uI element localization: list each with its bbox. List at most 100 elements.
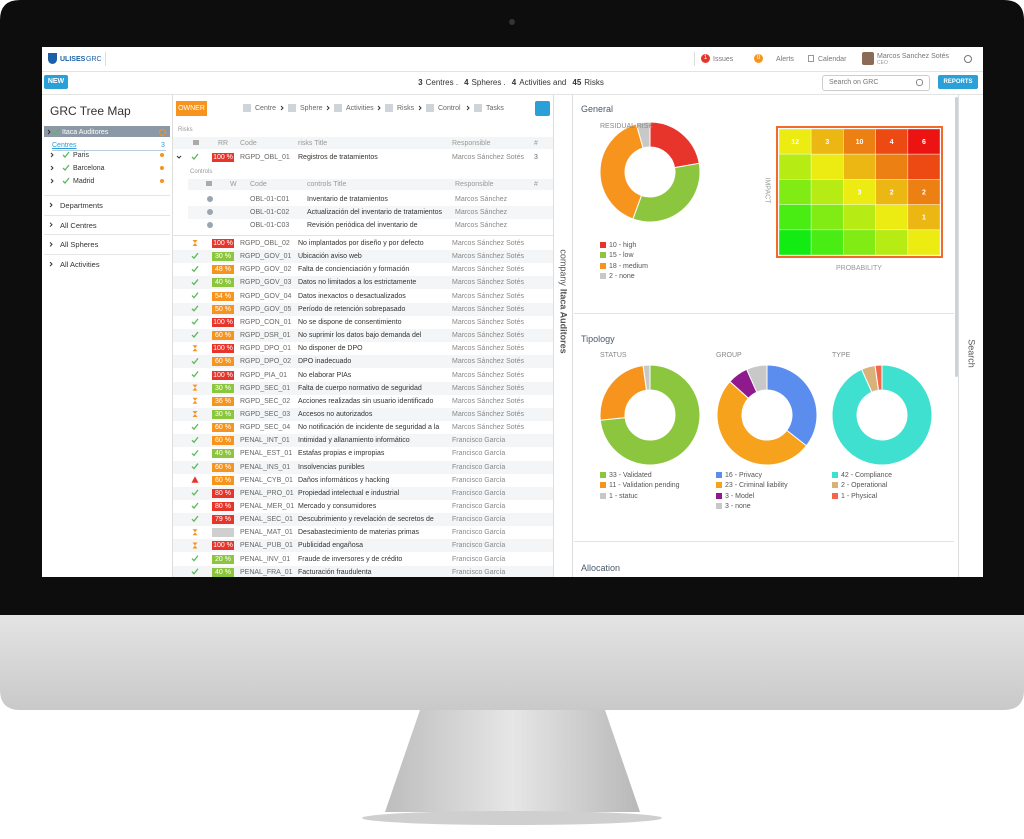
breadcrumb-step[interactable]: Activities — [346, 105, 374, 112]
legend-swatch — [600, 252, 606, 259]
risk-code: PENAL_FRA_01 — [240, 568, 293, 576]
risk-title[interactable]: Período de retención sobrepasado — [298, 305, 406, 313]
eye-button[interactable] — [535, 101, 550, 116]
heatmap-value: 3 — [825, 139, 829, 146]
risk-title[interactable]: No elaborar PIAs — [298, 371, 352, 379]
risk-title[interactable]: Publicidad engañosa — [298, 542, 363, 550]
centre-item[interactable]: Barcelona — [73, 165, 105, 172]
rr-badge: 60 % — [212, 331, 234, 341]
risk-title[interactable]: Datos no limitados a los estrictamente — [298, 279, 417, 287]
row-stripe — [173, 276, 553, 290]
risk-title[interactable]: Estafas propias e impropias — [298, 450, 385, 458]
summary-count: 4 — [464, 78, 469, 87]
heatmap-cell — [875, 229, 909, 256]
risk-title[interactable]: Fraude de inversores y de crédito — [298, 555, 403, 563]
breadcrumb-step[interactable]: Tasks — [486, 105, 504, 112]
risk-code: PENAL_MER_01 — [240, 503, 295, 510]
alerts-link[interactable]: Alerts — [776, 56, 794, 63]
sidebar-section[interactable]: All Spheres — [60, 240, 99, 250]
camera — [509, 19, 515, 25]
row-stripe — [173, 565, 553, 577]
control-title[interactable]: Revisión periódica del inventario de — [307, 222, 418, 229]
heatmap-cell — [843, 153, 877, 180]
summary-text: Spheres . — [471, 78, 506, 87]
risk-title[interactable]: Falta de cuerpo normativo de seguridad — [298, 384, 422, 392]
donut-segment — [874, 364, 883, 391]
heatmap-value: 2 — [890, 190, 894, 197]
risk-title[interactable]: Desabastecimiento de materias primas — [298, 529, 419, 537]
risk-title[interactable]: Propiedad intelectual e industrial — [298, 489, 400, 497]
new-button[interactable]: NEW — [44, 75, 68, 89]
legend-swatch — [716, 502, 722, 509]
tree-root[interactable]: Itaca Auditores — [62, 129, 109, 136]
sidebar-section[interactable]: Departments — [60, 201, 103, 210]
control-title[interactable]: Actualización del inventario de tratamie… — [307, 209, 443, 216]
column-header: W — [230, 181, 237, 188]
breadcrumb-step[interactable]: Control — [438, 105, 461, 112]
risk-responsible: Marcos Sánchez Sotés — [452, 154, 524, 161]
control-responsible: Marcos Sánchez — [455, 209, 508, 216]
row-stripe — [173, 355, 553, 369]
centre-dot — [160, 179, 164, 183]
issues-link[interactable]: Issues — [713, 56, 734, 63]
risk-title[interactable]: No notificación de incidente de segurida… — [298, 424, 440, 432]
risk-title[interactable]: DPO inadecuado — [298, 358, 352, 366]
risk-title[interactable]: Datos inexactos o desactualizados — [298, 292, 406, 300]
centre-item[interactable]: Paris — [73, 152, 89, 159]
risk-title[interactable]: No implantados por diseño y por defecto — [298, 240, 424, 247]
legend-label: 3 - Model — [725, 492, 755, 500]
risk-responsible: Francisco García — [452, 437, 506, 445]
risk-title[interactable]: Ubicación aviso web — [298, 253, 362, 261]
risk-title[interactable]: Mercado y consumidores — [298, 503, 377, 510]
risk-title[interactable]: Acciones realizadas sin usuario identifi… — [298, 397, 434, 405]
risk-code: PENAL_INS_01 — [240, 463, 291, 471]
row-stripe — [173, 539, 553, 553]
risk-title[interactable]: Intimidad y allanamiento informático — [298, 437, 410, 445]
risk-title[interactable]: Registros de tratamientos — [298, 154, 378, 161]
control-title[interactable]: Inventario de tratamientos — [307, 196, 388, 203]
chart-title: TYPE — [832, 352, 851, 359]
risk-title[interactable]: Accesos no autorizados — [298, 410, 373, 418]
legend-label: 10 - high — [609, 242, 637, 249]
heatmap-cell — [843, 204, 877, 231]
heatmap-cell — [778, 153, 812, 180]
search-icon — [916, 79, 923, 86]
centre-item[interactable]: Madrid — [73, 178, 95, 185]
search-input[interactable]: Search on GRC — [822, 75, 930, 91]
summary-count: 45 — [572, 78, 582, 87]
section-divider — [44, 214, 170, 216]
issues-badge[interactable]: 1 — [701, 54, 710, 63]
breadcrumb-step[interactable]: Risks — [397, 105, 415, 112]
row-stripe — [173, 250, 553, 264]
alerts-badge[interactable]: 0 — [754, 54, 763, 63]
legend-swatch — [600, 272, 606, 279]
calendar-link[interactable]: Calendar — [818, 56, 847, 63]
risk-responsible: Francisco García — [452, 476, 506, 484]
risk-title[interactable]: Facturación fraudulenta — [298, 568, 372, 576]
sidebar-section[interactable]: All Centres — [60, 220, 97, 230]
breadcrumb-step[interactable]: Centre — [255, 105, 277, 112]
risk-title[interactable]: No suprimir los datos bajo demanda del — [298, 332, 422, 340]
risk-title[interactable]: Daños informáticos y hacking — [298, 476, 390, 484]
header-row — [173, 137, 553, 149]
owner-button[interactable]: OWNER — [176, 101, 207, 116]
risk-title[interactable]: Falta de concienciación y formación — [298, 266, 410, 274]
refresh-icon — [964, 55, 972, 63]
risk-title[interactable]: Descubrimiento y revelación de secretos … — [298, 516, 434, 524]
risk-title[interactable]: No se dispone de consentimiento — [298, 318, 402, 326]
reports-button[interactable]: REPORTS — [938, 75, 978, 89]
sidebar-section[interactable]: All Activities — [60, 260, 100, 270]
legend-label: 15 - low — [609, 252, 634, 260]
risk-code: RGPD_GOV_02 — [240, 266, 292, 274]
breadcrumb-step[interactable]: Sphere — [300, 105, 323, 112]
risk-code: RGPD_SEC_04 — [240, 424, 291, 432]
step-icon — [385, 104, 393, 112]
risk-title[interactable]: No disponer de DPO — [298, 345, 363, 353]
risk-title[interactable]: Insolvencias punibles — [298, 463, 365, 471]
heatmap-cell — [778, 229, 812, 256]
column-header: # — [534, 181, 538, 188]
legend-label: 2 - none — [609, 272, 635, 280]
summary-text: Risks — [584, 78, 604, 87]
risk-code: RGPD_OBL_01 — [240, 154, 290, 161]
risk-responsible: Marcos Sánchez Sotés — [452, 384, 524, 392]
